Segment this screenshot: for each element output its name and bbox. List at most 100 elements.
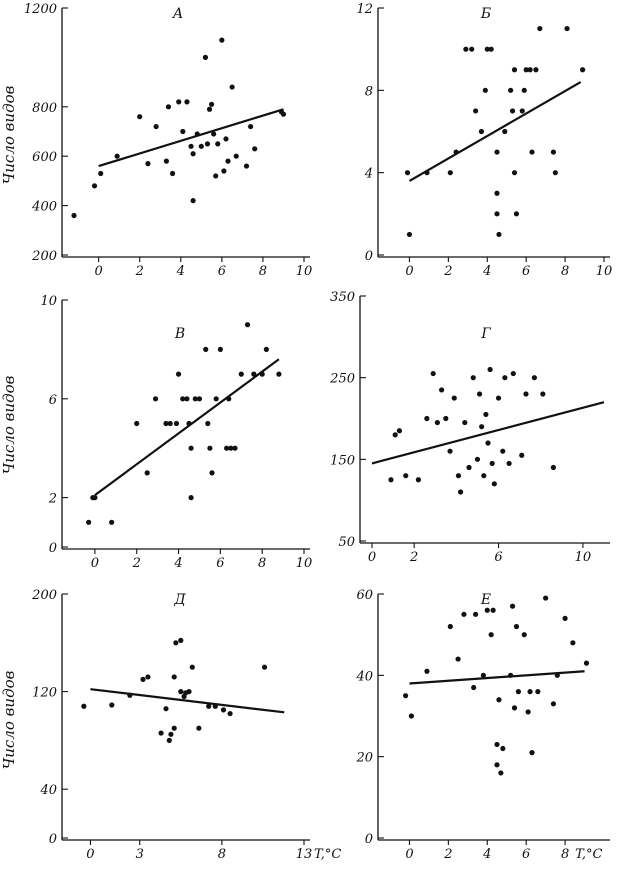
data-point xyxy=(552,170,558,176)
regression-line xyxy=(98,108,284,168)
data-point xyxy=(455,473,462,479)
data-point xyxy=(180,396,186,402)
y-tick-label: 0 xyxy=(365,249,373,264)
panel-title: В xyxy=(174,326,185,342)
x-tick-label: 10 xyxy=(575,550,592,565)
data-point xyxy=(184,99,190,105)
data-point xyxy=(190,198,196,204)
y-tick-label: 40 xyxy=(39,783,57,798)
data-point xyxy=(451,395,457,401)
panel-v: 0 2 6 10 0 2 4 6 8 10 В Число видов xyxy=(0,294,312,571)
data-point xyxy=(215,141,221,147)
panel-b: 0 4 8 12 0 2 4 6 8 10 Б xyxy=(356,2,612,279)
data-point xyxy=(473,108,479,114)
panel-d: 0 40 120 200 0 3 8 13 T,°C Д Число видов xyxy=(0,588,341,862)
y-axis-label: Число видов xyxy=(0,670,18,769)
data-point xyxy=(202,54,209,61)
x-tick-label: 0 xyxy=(95,264,103,279)
data-point xyxy=(496,697,502,703)
data-point xyxy=(276,371,282,377)
data-point xyxy=(109,519,115,525)
data-point xyxy=(114,153,120,159)
x-axis-label: T,°C xyxy=(575,847,602,862)
x-tick-label: 4 xyxy=(176,264,185,279)
x-axis-label: T,°C xyxy=(314,847,341,862)
data-point xyxy=(167,420,173,427)
data-point xyxy=(186,420,192,427)
data-point xyxy=(434,419,440,426)
data-point xyxy=(238,371,244,377)
data-point xyxy=(461,611,467,617)
data-point xyxy=(491,481,497,487)
data-point xyxy=(494,762,500,768)
data-point xyxy=(490,607,496,613)
data-point xyxy=(163,158,170,164)
x-tick-label: 8 xyxy=(218,847,226,862)
data-point xyxy=(189,664,195,670)
data-point xyxy=(188,445,194,451)
data-point xyxy=(184,396,190,402)
data-point xyxy=(92,495,98,501)
data-point xyxy=(251,371,257,377)
data-point xyxy=(109,702,115,708)
data-point xyxy=(259,371,265,377)
data-point xyxy=(424,170,430,176)
data-point xyxy=(137,114,143,120)
y-tick-label: 600 xyxy=(32,150,57,165)
data-point xyxy=(221,168,227,174)
data-point xyxy=(217,346,223,352)
data-point xyxy=(175,371,182,377)
data-point xyxy=(474,456,481,462)
data-point xyxy=(134,420,140,427)
data-point xyxy=(521,632,527,638)
data-point xyxy=(511,705,518,711)
data-point xyxy=(91,183,98,189)
y-axis-label: Число видов xyxy=(0,375,18,474)
data-point xyxy=(415,477,421,483)
data-point xyxy=(469,46,475,52)
x-tick-label: 6 xyxy=(216,556,224,571)
data-point xyxy=(173,420,180,427)
data-point xyxy=(71,212,77,219)
data-point xyxy=(508,672,514,678)
data-point xyxy=(244,322,251,328)
x-tick-label: 10 xyxy=(296,556,313,571)
x-tick-label: 2 xyxy=(443,264,452,279)
data-point xyxy=(225,158,231,164)
data-point xyxy=(550,149,557,155)
data-point xyxy=(186,689,192,695)
data-point xyxy=(466,464,472,471)
data-point xyxy=(564,25,570,32)
data-point xyxy=(173,640,179,646)
data-point xyxy=(506,460,512,467)
data-point xyxy=(523,67,529,73)
data-point xyxy=(484,46,490,52)
x-tick-label: 2 xyxy=(132,556,141,571)
x-tick-label: 4 xyxy=(173,556,182,571)
data-point xyxy=(228,445,234,451)
data-point xyxy=(457,489,464,495)
data-point xyxy=(127,692,133,698)
data-point xyxy=(540,391,546,397)
data-point xyxy=(455,656,461,662)
regression-line xyxy=(90,688,285,714)
data-point xyxy=(430,370,436,377)
data-point xyxy=(488,632,494,638)
data-point xyxy=(481,473,487,479)
data-point xyxy=(180,128,186,135)
data-point xyxy=(178,689,184,695)
data-point xyxy=(496,231,502,238)
data-point xyxy=(498,770,504,776)
data-point xyxy=(213,396,219,402)
data-point xyxy=(476,391,483,397)
y-tick-label: 0 xyxy=(49,832,57,847)
y-tick-label: 1200 xyxy=(24,2,57,17)
data-point xyxy=(463,46,469,52)
x-tick-label: 2 xyxy=(443,847,452,862)
data-point xyxy=(515,689,522,695)
data-point xyxy=(206,703,212,709)
data-point xyxy=(580,67,586,73)
data-point xyxy=(508,87,514,93)
data-point xyxy=(212,703,218,709)
data-point xyxy=(510,370,516,377)
